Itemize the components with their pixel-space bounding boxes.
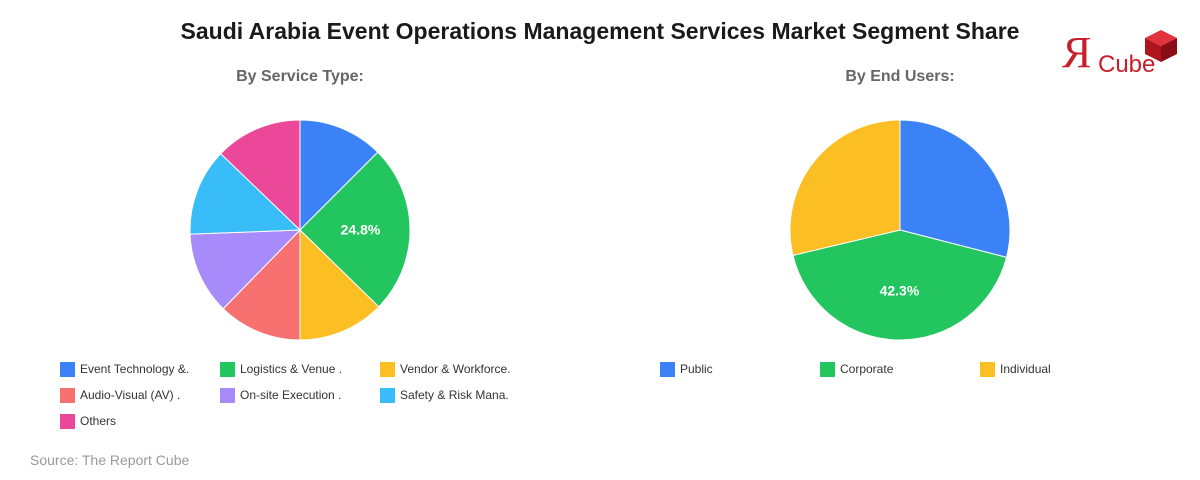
end-users-pie: 42.3% bbox=[789, 119, 1011, 341]
service-type-pie: 24.8% bbox=[189, 119, 411, 341]
legend-item-corporate[interactable]: Corporate bbox=[820, 361, 893, 377]
data-label-corporate: 42.3% bbox=[880, 282, 920, 298]
legend-label: Public bbox=[680, 362, 713, 376]
pie-slice-public[interactable] bbox=[899, 119, 1011, 258]
legend-item-event-technology[interactable]: Event Technology &. bbox=[60, 361, 189, 377]
pie-slice-safety-risk-mana[interactable] bbox=[189, 152, 302, 235]
pie-slice-individual[interactable] bbox=[789, 119, 901, 256]
pie-slice-others[interactable] bbox=[220, 119, 301, 232]
red-cube-icon bbox=[1145, 30, 1177, 62]
legend-label: Corporate bbox=[840, 362, 894, 376]
legend-label: Individual bbox=[1000, 362, 1051, 376]
pie-slice-on-site-execution[interactable] bbox=[189, 229, 302, 310]
legend-item-vendor-workforce[interactable]: Vendor & Workforce. bbox=[380, 361, 511, 377]
legend-swatch bbox=[220, 387, 235, 403]
pie-slice-vendor-workforce[interactable] bbox=[299, 228, 380, 341]
legend-item-logistics-venue[interactable]: Logistics & Venue . bbox=[220, 361, 342, 377]
legend-swatch bbox=[660, 361, 675, 377]
legend-item-audio-visual-av[interactable]: Audio-Visual (AV) . bbox=[60, 387, 180, 403]
end-users-title: By End Users: bbox=[845, 68, 955, 85]
service-type-title: By Service Type: bbox=[236, 68, 364, 85]
legend-label: Others bbox=[80, 414, 117, 428]
legend-swatch bbox=[60, 361, 75, 377]
pie-slice-audio-visual-av[interactable] bbox=[222, 228, 301, 341]
legend-item-on-site-execution[interactable]: On-site Execution . bbox=[220, 387, 341, 403]
legend-item-safety-risk-mana[interactable]: Safety & Risk Mana. bbox=[380, 387, 509, 403]
legend-item-public[interactable]: Public bbox=[660, 361, 713, 377]
legend-label: Event Technology &. bbox=[80, 362, 190, 376]
pie-slice-corporate[interactable] bbox=[792, 229, 1008, 341]
legend-swatch bbox=[60, 413, 75, 429]
legend-item-individual[interactable]: Individual bbox=[980, 361, 1051, 377]
legend-label: Logistics & Venue . bbox=[240, 362, 343, 376]
legend-label: Safety & Risk Mana. bbox=[400, 388, 509, 402]
legend-swatch bbox=[60, 387, 75, 403]
legend-item-others[interactable]: Others bbox=[60, 413, 116, 429]
source-note: Source: The Report Cube bbox=[30, 452, 190, 468]
report-cube-logo: R Cube bbox=[1060, 28, 1182, 82]
legend-label: Vendor & Workforce. bbox=[400, 362, 511, 376]
legend-label: On-site Execution . bbox=[240, 388, 342, 402]
logo-cube-text: Cube bbox=[1098, 51, 1156, 78]
legend-label: Audio-Visual (AV) . bbox=[80, 388, 181, 402]
legend-swatch bbox=[220, 361, 235, 377]
legend-swatch bbox=[820, 361, 835, 377]
pie-slice-event-technology[interactable] bbox=[299, 119, 379, 232]
data-label-logistics-venue: 24.8% bbox=[341, 222, 381, 238]
pie-slice-logistics-venue[interactable] bbox=[299, 151, 411, 308]
chart-title: Saudi Arabia Event Operations Management… bbox=[180, 18, 1020, 44]
legend-swatch bbox=[380, 387, 395, 403]
legend-swatch bbox=[980, 361, 995, 377]
legend-swatch bbox=[380, 361, 395, 377]
